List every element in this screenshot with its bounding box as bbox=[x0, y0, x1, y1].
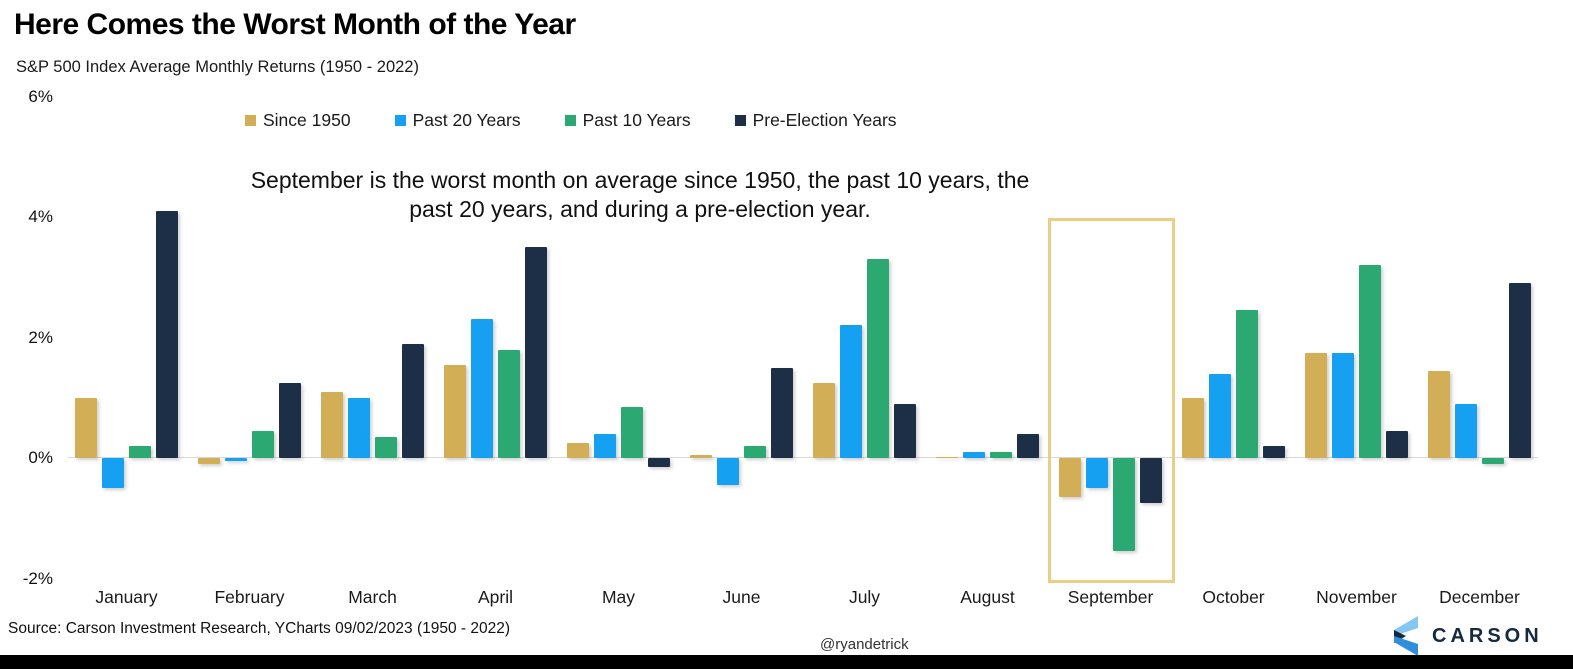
x-tick-label-january: January bbox=[95, 587, 158, 607]
bar-february-past-10-years bbox=[252, 430, 274, 458]
twitter-handle: @ryandetrick bbox=[820, 636, 909, 653]
bar-april-pre-election-years bbox=[525, 247, 547, 458]
bar-january-since-1950 bbox=[75, 397, 97, 458]
page-title: Here Comes the Worst Month of the Year bbox=[14, 8, 576, 41]
source-text: Source: Carson Investment Research, YCha… bbox=[8, 620, 511, 637]
legend-item-3: Past 10 Years bbox=[564, 110, 691, 131]
x-tick-label-september: September bbox=[1067, 587, 1154, 607]
bar-april-since-1950 bbox=[444, 364, 466, 458]
y-tick-label: 2% bbox=[28, 327, 53, 347]
legend-swatch-icon bbox=[245, 115, 256, 126]
bar-november-past-20-years bbox=[1332, 352, 1354, 458]
bar-september-since-1950 bbox=[1059, 458, 1081, 498]
bar-august-pre-election-years bbox=[1017, 433, 1039, 458]
bar-november-past-10-years bbox=[1359, 265, 1381, 458]
legend-item-1: Since 1950 bbox=[245, 110, 351, 131]
bar-march-pre-election-years bbox=[402, 343, 424, 458]
bar-august-past-20-years bbox=[963, 451, 985, 458]
carson-logo: CARSON bbox=[1388, 616, 1543, 656]
carson-logo-icon bbox=[1394, 616, 1418, 656]
bar-january-past-10-years bbox=[129, 445, 151, 458]
bar-july-past-10-years bbox=[867, 259, 889, 458]
legend-label: Pre-Election Years bbox=[752, 110, 897, 130]
bar-march-since-1950 bbox=[321, 391, 343, 458]
bar-october-past-20-years bbox=[1209, 373, 1231, 458]
annotation-text: September is the worst month on average … bbox=[250, 167, 1030, 223]
x-tick-label-march: March bbox=[348, 587, 397, 607]
bar-august-since-1950 bbox=[936, 456, 958, 458]
bar-november-pre-election-years bbox=[1386, 430, 1408, 458]
legend-label: Since 1950 bbox=[263, 110, 351, 130]
bar-january-past-20-years bbox=[102, 458, 124, 489]
bar-december-since-1950 bbox=[1428, 370, 1450, 458]
legend-swatch-icon bbox=[394, 115, 406, 126]
bar-december-past-20-years bbox=[1455, 403, 1477, 458]
bar-october-pre-election-years bbox=[1263, 445, 1285, 458]
legend-item-2: Past 20 Years bbox=[394, 110, 521, 131]
x-tick-label-november: November bbox=[1316, 587, 1397, 607]
x-tick-label-october: October bbox=[1202, 587, 1265, 607]
bar-march-past-10-years bbox=[375, 436, 397, 458]
bottom-black-bar bbox=[0, 655, 1573, 669]
bar-july-since-1950 bbox=[813, 382, 835, 458]
x-tick-label-august: August bbox=[960, 587, 1015, 607]
bar-march-past-20-years bbox=[348, 397, 370, 458]
x-tick-label-april: April bbox=[477, 587, 513, 607]
x-tick-label-may: May bbox=[601, 587, 636, 607]
bar-october-since-1950 bbox=[1182, 397, 1204, 458]
chart-legend: Since 1950 Past 20 Years Past 10 Years Pre-… bbox=[245, 110, 897, 131]
x-tick-label-june: June bbox=[722, 587, 761, 607]
bar-april-past-10-years bbox=[498, 349, 520, 458]
chart-subtitle: S&P 500 Index Average Monthly Returns (1… bbox=[16, 58, 419, 76]
september-highlight-box bbox=[1048, 218, 1175, 583]
bar-november-since-1950 bbox=[1305, 352, 1327, 458]
bar-july-pre-election-years bbox=[894, 403, 916, 458]
bar-july-past-20-years bbox=[840, 325, 862, 458]
y-tick-label: 0% bbox=[28, 448, 53, 467]
x-tick-label-february: February bbox=[214, 587, 285, 607]
bar-february-pre-election-years bbox=[279, 382, 301, 458]
bar-september-pre-election-years bbox=[1140, 458, 1162, 504]
y-tick-label: -2% bbox=[22, 568, 53, 588]
bar-june-past-20-years bbox=[717, 458, 739, 486]
bar-june-pre-election-years bbox=[771, 367, 793, 458]
x-tick-label-december: December bbox=[1439, 587, 1520, 607]
bar-august-past-10-years bbox=[990, 451, 1012, 458]
legend-item-4: Pre-Election Years bbox=[734, 110, 897, 131]
bar-february-past-20-years bbox=[225, 458, 247, 461]
bar-december-pre-election-years bbox=[1509, 283, 1531, 458]
x-tick-label-july: July bbox=[848, 587, 881, 607]
legend-label: Past 10 Years bbox=[582, 110, 691, 130]
legend-swatch-icon bbox=[734, 115, 746, 126]
zero-gridline bbox=[68, 457, 1538, 458]
bar-may-pre-election-years bbox=[648, 458, 670, 468]
bar-may-past-10-years bbox=[621, 406, 643, 458]
bar-september-past-10-years bbox=[1113, 458, 1135, 552]
bar-may-since-1950 bbox=[567, 442, 589, 458]
bar-april-past-20-years bbox=[471, 319, 493, 458]
bar-october-past-10-years bbox=[1236, 310, 1258, 458]
bar-june-past-10-years bbox=[744, 445, 766, 458]
y-tick-label: 6% bbox=[28, 86, 53, 106]
carson-wordmark: CARSON bbox=[1432, 624, 1543, 647]
legend-label: Past 20 Years bbox=[412, 110, 521, 130]
bar-september-past-20-years bbox=[1086, 458, 1108, 489]
bar-may-past-20-years bbox=[594, 433, 616, 458]
y-tick-label: 4% bbox=[28, 207, 53, 226]
bar-june-since-1950 bbox=[690, 454, 712, 458]
bar-february-since-1950 bbox=[198, 458, 220, 465]
bar-december-past-10-years bbox=[1482, 458, 1504, 465]
legend-swatch-icon bbox=[564, 115, 576, 126]
bar-january-pre-election-years bbox=[156, 210, 178, 458]
